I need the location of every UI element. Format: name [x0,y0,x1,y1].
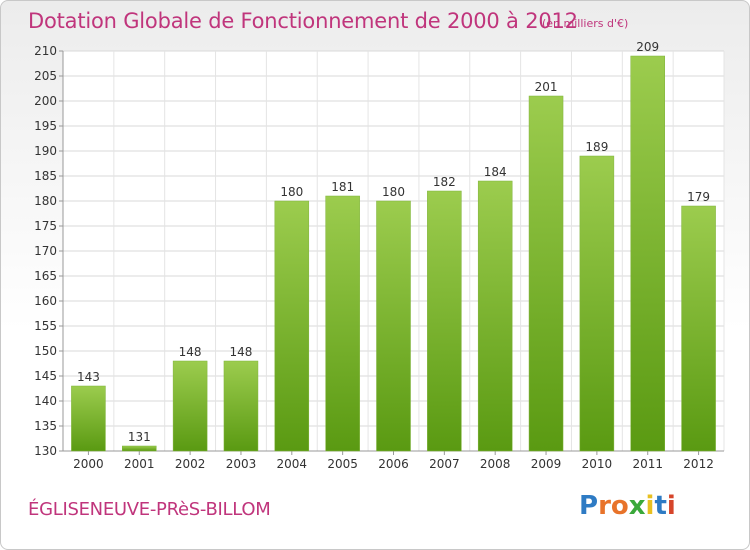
bar-value-label: 201 [535,80,558,94]
bar [630,55,665,452]
logo-letter: t [654,491,667,521]
chart-subtitle: (en milliers d'€) [542,17,629,30]
bar [223,360,259,452]
bar-value-label: 180 [280,185,303,199]
x-tick-label: 2000 [73,457,104,471]
x-tick-label: 2009 [531,457,562,471]
x-tick-label: 2002 [175,457,206,471]
y-tick-label: 135 [34,419,57,433]
bar [681,205,716,452]
bar [427,190,462,452]
x-tick-label: 2006 [378,457,409,471]
bar-value-label: 131 [128,430,151,444]
y-tick-label: 195 [34,119,57,133]
y-tick-label: 140 [34,394,57,408]
y-tick-label: 170 [34,244,57,258]
bar-value-label: 148 [230,345,253,359]
y-tick-label: 145 [34,369,57,383]
logo-letter: x [628,491,646,521]
y-tick-label: 160 [34,294,57,308]
bar [274,200,310,452]
bar-value-label: 184 [484,165,507,179]
y-tick-label: 200 [34,94,57,108]
bar-value-label: 182 [433,175,456,189]
bar-value-label: 181 [331,180,354,194]
logo-letter: P [579,491,599,521]
y-tick-label: 185 [34,169,57,183]
bar [477,180,513,452]
y-tick-label: 150 [34,344,57,358]
logo-letter: r [598,491,611,521]
bar [122,445,157,452]
bar-value-label: 148 [179,345,202,359]
logo-letter: i [666,491,676,521]
y-tick-label: 205 [34,69,57,83]
bar-value-label: 189 [585,140,608,154]
x-tick-label: 2003 [226,457,257,471]
proxiti-logo: Proxiti [579,491,676,521]
commune-name: ÉGLISENEUVE-PRèS-BILLOM [28,499,271,520]
y-tick-label: 180 [34,194,57,208]
x-tick-label: 2007 [429,457,460,471]
bar [71,385,106,452]
bar-value-label: 179 [687,190,710,204]
x-tick-label: 2012 [683,457,714,471]
bar [172,360,208,452]
x-tick-label: 2005 [327,457,358,471]
y-tick-label: 155 [34,319,57,333]
y-tick-label: 190 [34,144,57,158]
bar [579,155,615,452]
x-tick-label: 2001 [124,457,155,471]
bar [528,95,564,452]
y-tick-label: 210 [34,44,57,58]
x-tick-label: 2011 [632,457,663,471]
logo-letter: o [610,491,629,521]
bar-value-label: 180 [382,185,405,199]
bar-value-label: 209 [636,40,659,54]
chart-title: Dotation Globale de Fonctionnement de 20… [28,9,578,33]
x-tick-label: 2004 [277,457,308,471]
y-tick-label: 165 [34,269,57,283]
bar [325,195,360,452]
y-tick-label: 130 [34,444,57,458]
x-tick-label: 2010 [582,457,613,471]
bar [376,200,411,452]
y-tick-label: 175 [34,219,57,233]
bar-value-label: 143 [77,370,100,384]
x-tick-label: 2008 [480,457,511,471]
logo-letter: i [645,491,655,521]
bar-chart: 130 135 140 145 150 155 160 165 170 175 180 185 190 1… [34,40,725,471]
